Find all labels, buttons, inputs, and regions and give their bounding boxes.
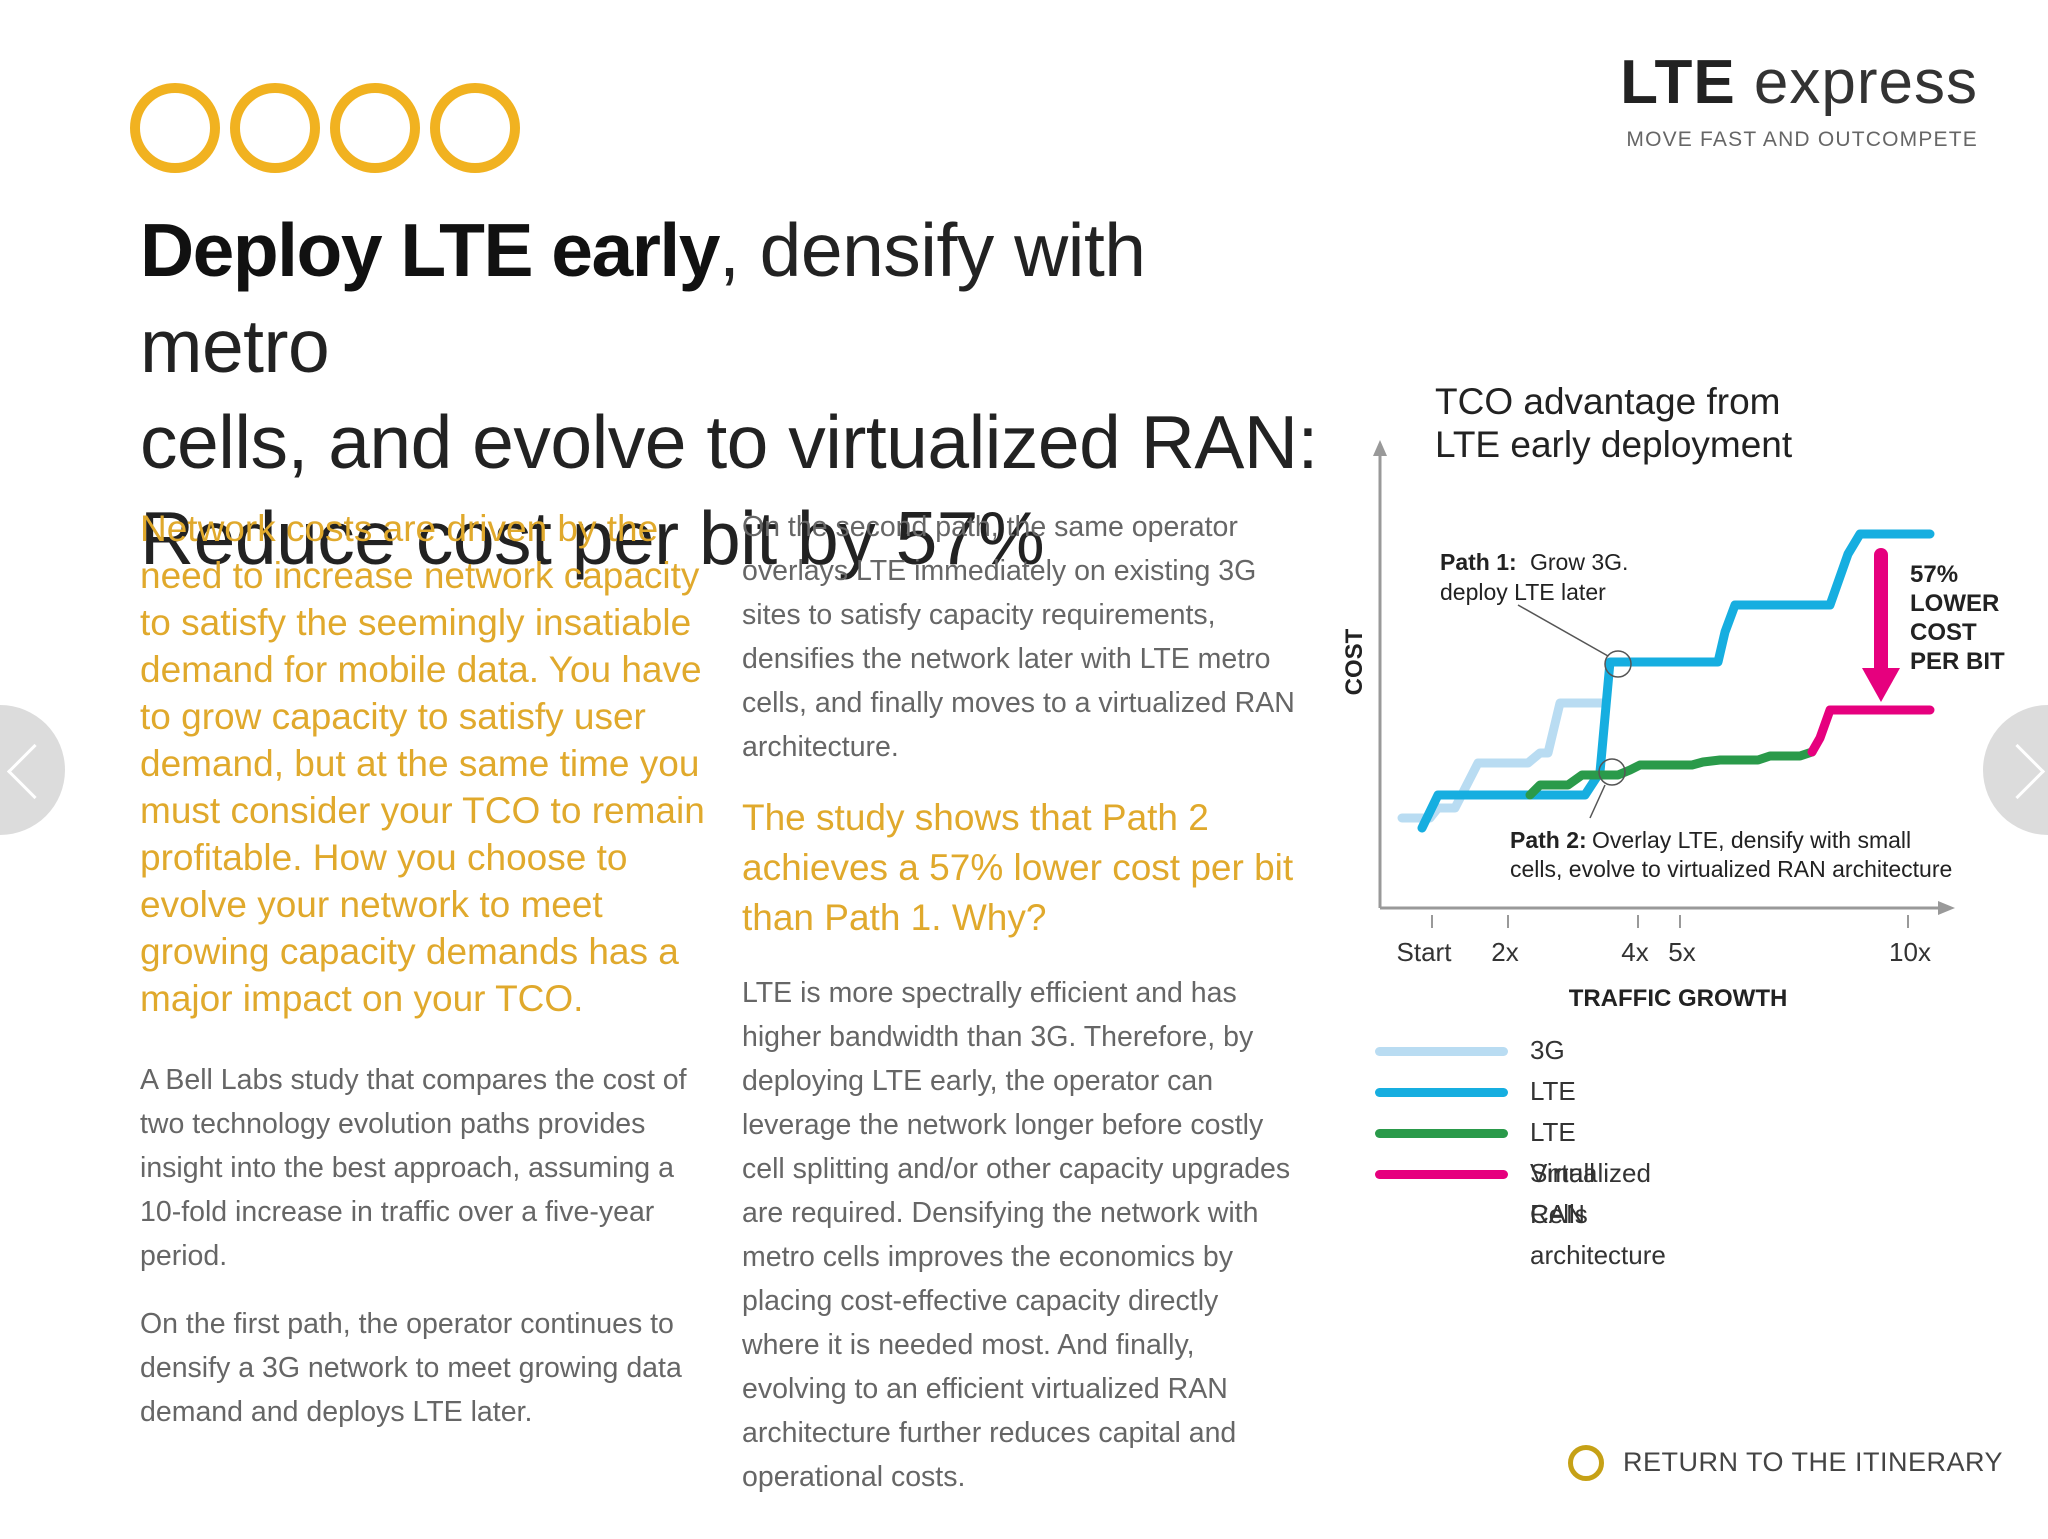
x-tick-label: 10x	[1889, 937, 1931, 967]
body-paragraph: On the first path, the operator continue…	[140, 1308, 682, 1428]
chart-title-line1: TCO advantage from	[1435, 381, 1781, 422]
legend-swatch	[1375, 1170, 1508, 1179]
path2-leader	[1589, 784, 1606, 819]
down-arrow-icon	[1862, 668, 1900, 702]
ring-icon	[1568, 1445, 1604, 1481]
body-paragraph: On the second path, the same operator ov…	[742, 511, 1295, 763]
callout-line: LOWER	[1910, 590, 1999, 617]
lead-paragraph: Network costs are driven by the need to …	[140, 508, 705, 1019]
chart-title: TCO advantage from LTE early deployment	[1435, 380, 1792, 466]
return-label: RETURN TO THE ITINERARY	[1623, 1447, 2004, 1477]
path1-leader	[1517, 604, 1609, 657]
series-small-cells-line	[1525, 747, 1817, 800]
body-paragraph: A Bell Labs study that compares the cost…	[140, 1064, 687, 1272]
brand-tagline: MOVE FAST AND OUTCOMPETE	[1626, 128, 1978, 151]
series-3g-line	[1397, 698, 1610, 823]
x-tick-label: 4x	[1621, 937, 1648, 967]
brand-title-light: express	[1753, 48, 1978, 117]
tco-chart: COST Start 2x 4x 5x 10x TRAFFIC GROWTH P…	[1341, 440, 2005, 1012]
x-tick-label: 5x	[1668, 937, 1695, 967]
legend-label: LTE Small Cells	[1530, 1117, 1596, 1229]
title-line1: , densify with metro	[140, 208, 1146, 388]
legend-label: Virtualized RAN architecture	[1530, 1158, 1666, 1270]
x-axis-label: TRAFFIC GROWTH	[1569, 985, 1788, 1012]
path2-label-line2: cells, evolve to virtualized RAN archite…	[1510, 856, 1952, 882]
x-tick-label: 2x	[1491, 937, 1518, 967]
legend-label: 3G	[1530, 1035, 1565, 1065]
x-axis-arrow-icon	[1938, 901, 1955, 915]
ring-icon	[230, 83, 320, 173]
y-axis-arrow-icon	[1373, 440, 1387, 456]
previous-page-button[interactable]	[0, 705, 65, 835]
brand-header: LTE express MOVE FAST AND OUTCOMPETE	[1620, 52, 1978, 152]
pull-quote: The study shows that Path 2 achieves a 5…	[742, 797, 1294, 938]
path1-marker	[1604, 650, 1632, 678]
title-bold: Deploy LTE early	[140, 208, 720, 292]
ring-icon	[130, 83, 220, 173]
y-axis-label: COST	[1341, 628, 1368, 695]
legend-swatch	[1375, 1088, 1508, 1097]
series-lte-line	[1417, 529, 1935, 833]
brand-title: LTE express	[1620, 52, 1978, 114]
legend-label: LTE	[1530, 1076, 1576, 1106]
title-line3: Reduce cost per bit by 57%	[140, 496, 1045, 580]
chart-title-line2: LTE early deployment	[1435, 424, 1793, 465]
x-tick-label: Start	[1397, 937, 1453, 967]
x-ticks	[1431, 915, 1909, 928]
text-column-1: Network costs are driven by the need to …	[140, 505, 720, 1458]
body-paragraph: LTE is more spectrally efficient and has…	[742, 977, 1291, 1493]
legend-swatch	[1375, 1129, 1508, 1138]
brand-title-bold: LTE	[1620, 48, 1736, 117]
path2-label-line1: Overlay LTE, densify with small	[1592, 827, 1911, 853]
ring-icon	[430, 83, 520, 173]
text-column-2: On the second path, the same operator ov…	[742, 505, 1302, 1523]
page-title: Deploy LTE early, densify with metro cel…	[140, 202, 1340, 586]
callout-line: 57%	[1910, 561, 1958, 588]
path1-label-line2: deploy LTE later	[1440, 579, 1606, 605]
callout-line: COST	[1910, 619, 1977, 646]
path2-label: Path 2:	[1510, 827, 1587, 853]
chevron-left-icon	[6, 743, 63, 800]
path1-label-line1: Grow 3G.	[1530, 549, 1628, 575]
four-rings-icon	[130, 80, 530, 173]
title-line2: cells, and evolve to virtualized RAN:	[140, 400, 1318, 484]
legend-swatch	[1375, 1047, 1508, 1056]
path2-marker	[1598, 758, 1626, 786]
series-vran-line	[1807, 705, 1935, 757]
path1-label: Path 1:	[1440, 549, 1517, 575]
callout-line: PER BIT	[1910, 648, 2005, 675]
ring-icon	[330, 83, 420, 173]
